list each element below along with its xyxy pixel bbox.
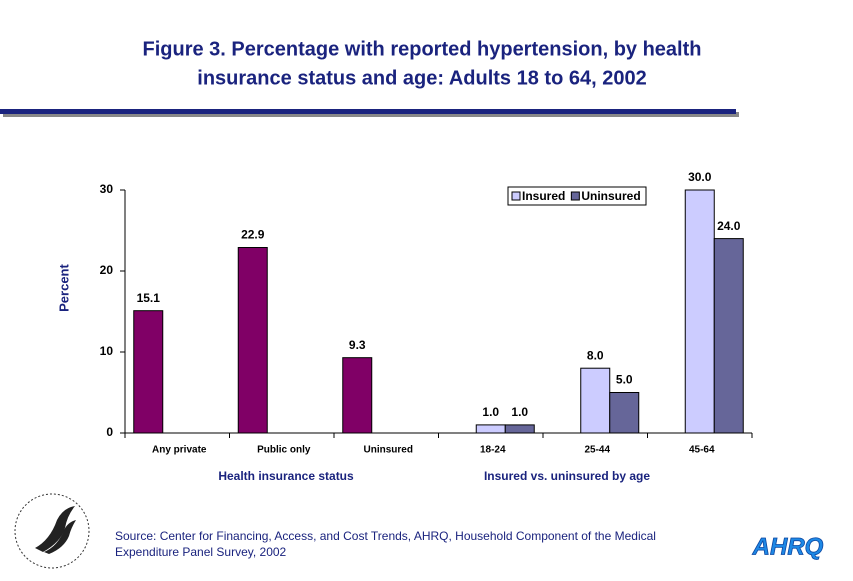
y-tick-label: 20 xyxy=(100,263,114,277)
value-label: 24.0 xyxy=(717,219,741,233)
chart-title: Figure 3. Percentage with reported hyper… xyxy=(142,38,701,60)
legend-label: Uninsured xyxy=(581,189,640,203)
legend-swatch xyxy=(570,191,580,201)
value-label: 15.1 xyxy=(137,291,161,305)
source: Source: Center for Financing, Access, an… xyxy=(115,529,656,543)
x-tick-label: Any private xyxy=(152,445,207,456)
x-tick-label: Uninsured xyxy=(364,445,413,456)
y-axis-label: Percent xyxy=(56,263,71,311)
bar xyxy=(580,367,611,434)
legend-label: Insured xyxy=(522,189,565,203)
value-label: 8.0 xyxy=(587,348,604,362)
value-label: 30.0 xyxy=(688,170,712,184)
y-tick-label: 10 xyxy=(100,344,114,358)
x-tick-label: Public only xyxy=(257,445,311,456)
bar xyxy=(133,310,164,434)
value-label: 5.0 xyxy=(616,373,633,387)
y-tick-label: 30 xyxy=(100,182,114,196)
group-label: Insured vs. uninsured by age xyxy=(484,469,650,483)
bar xyxy=(342,357,373,434)
title-rule xyxy=(0,109,736,114)
source: Expenditure Panel Survey, 2002 xyxy=(115,545,287,559)
chart-title: insurance status and age: Adults 18 to 6… xyxy=(197,67,646,89)
value-label: 1.0 xyxy=(482,405,499,419)
bar xyxy=(237,247,268,434)
value-label: 22.9 xyxy=(241,228,265,242)
value-label: 9.3 xyxy=(349,338,366,352)
legend-swatch xyxy=(511,191,521,201)
x-tick-label: 25-44 xyxy=(584,445,610,456)
bar xyxy=(713,238,744,434)
bar xyxy=(504,424,535,434)
y-tick-label: 0 xyxy=(106,425,113,439)
x-tick-label: 18-24 xyxy=(480,445,506,456)
logo: AHRQ xyxy=(752,533,824,560)
bar xyxy=(684,189,715,434)
bar xyxy=(475,424,506,434)
bar xyxy=(609,392,640,434)
title-rule-shadow xyxy=(3,112,739,117)
x-tick-label: 45-64 xyxy=(689,445,715,456)
hhs-seal xyxy=(14,493,90,569)
group-label: Health insurance status xyxy=(218,469,354,483)
value-label: 1.0 xyxy=(511,405,528,419)
